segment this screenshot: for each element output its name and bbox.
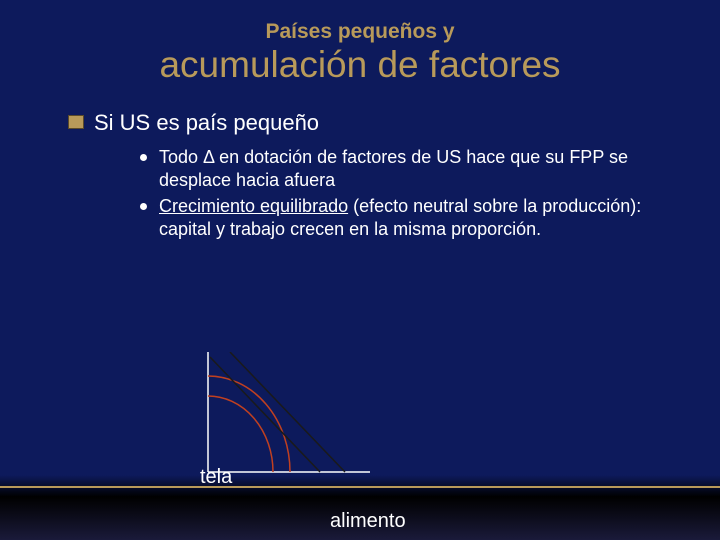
footer-divider	[0, 486, 720, 488]
content-block: Si US es país pequeño Todo Δ en dotación…	[40, 110, 680, 240]
ppf-curve-inner	[208, 396, 273, 472]
slide-container: Países pequeños y acumulación de factore…	[0, 0, 720, 540]
bullet-dot-icon	[140, 154, 147, 161]
bullet-level1: Si US es país pequeño	[40, 110, 680, 136]
bullet-bar-icon	[68, 115, 84, 129]
bullet-level2: Crecimiento equilibrado (efecto neutral …	[40, 195, 680, 240]
axis-label-x: alimento	[330, 510, 406, 533]
title-block: Países pequeños y acumulación de factore…	[40, 20, 680, 86]
text-part: en dotación de factores de US hace que s…	[159, 147, 628, 190]
delta-symbol: Δ	[203, 147, 214, 167]
level1-text: Si US es país pequeño	[94, 110, 319, 136]
ppf-curve-outer	[208, 376, 290, 472]
text-part: Todo	[159, 147, 203, 167]
underlined-term: Crecimiento equilibrado	[159, 196, 348, 216]
tangent-line-1	[210, 357, 320, 472]
level2-text-2: Crecimiento equilibrado (efecto neutral …	[159, 195, 680, 240]
title-large: acumulación de factores	[40, 44, 680, 86]
bullet-level2: Todo Δ en dotación de factores de US hac…	[40, 146, 680, 191]
bullet-dot-icon	[140, 203, 147, 210]
title-small: Países pequeños y	[40, 20, 680, 44]
level2-text-1: Todo Δ en dotación de factores de US hac…	[159, 146, 680, 191]
